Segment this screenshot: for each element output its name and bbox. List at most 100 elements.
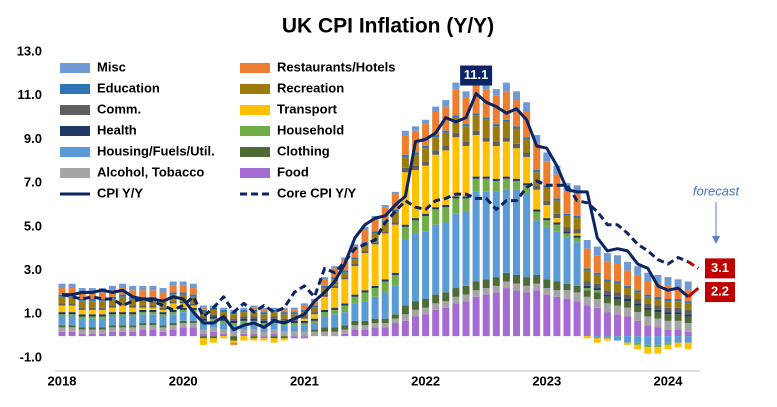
bar-segment	[179, 327, 187, 337]
bar-segment	[422, 161, 430, 166]
bar-segment	[189, 305, 197, 308]
bar-segment	[119, 305, 127, 313]
bar-segment	[341, 333, 349, 337]
labels: -1.0 1.0 3.0 5.0 7.0 9.0 11.0 13.0 2018 2020 2021 2…	[17, 43, 735, 388]
bar-segment	[78, 327, 86, 330]
bar-segment	[563, 226, 571, 232]
bar-segment	[654, 296, 662, 299]
bar-segment	[391, 318, 399, 324]
bar-segment	[159, 331, 167, 337]
bar-segment	[482, 141, 490, 177]
bar-segment	[109, 312, 116, 315]
bar-segment	[109, 314, 116, 317]
bar-segment	[119, 303, 127, 306]
bar-segment	[674, 301, 682, 308]
bar-segment	[169, 303, 177, 310]
forecast-label-box	[705, 258, 735, 279]
bar-segment	[129, 312, 137, 315]
bar-segment	[78, 292, 86, 299]
bar-segment	[432, 303, 440, 310]
bar-segment	[220, 333, 228, 337]
bar-segment	[351, 264, 359, 267]
bar-segment	[311, 318, 318, 321]
bar-segment	[533, 220, 541, 275]
bar-segment	[68, 305, 76, 313]
bar-segment	[432, 135, 440, 138]
bar-segment	[523, 111, 531, 138]
bar-segment	[290, 314, 298, 319]
bar-segment	[250, 305, 258, 308]
bar-segment	[280, 318, 288, 321]
bar-segment	[331, 285, 339, 289]
bar-segment	[351, 266, 359, 295]
bar-segment	[583, 248, 591, 269]
bar-segment	[58, 316, 66, 326]
bar-segment	[614, 298, 621, 306]
bar-segment	[422, 307, 430, 315]
bar-segment	[472, 178, 480, 192]
bar-segment	[300, 303, 308, 306]
bar-segment	[149, 323, 157, 326]
bar-segment	[351, 259, 359, 265]
bar-segment	[674, 307, 682, 313]
bar-segment	[412, 218, 419, 221]
bar-segment	[240, 320, 248, 324]
bar-segment	[492, 124, 500, 127]
bar-segment	[321, 285, 329, 289]
bar-segment	[401, 320, 409, 337]
bar-segment	[88, 329, 96, 334]
bar-segment	[422, 145, 430, 149]
bar-segment	[189, 312, 197, 321]
bar-segment	[361, 301, 369, 321]
legend-label: Housing/Fuels/Util.	[97, 143, 215, 158]
bar-segment	[614, 255, 621, 265]
bar-segment	[321, 316, 329, 328]
bar-segment	[452, 132, 460, 138]
bar-segment	[492, 180, 500, 192]
bar-segment	[351, 257, 359, 260]
bar-segment	[311, 329, 318, 332]
peak-label-box	[460, 65, 493, 86]
bar-segment	[583, 305, 591, 337]
bar-segment	[603, 294, 611, 297]
bar-segment	[129, 305, 137, 308]
bar-segment	[412, 170, 419, 219]
bar-segment	[412, 126, 419, 131]
bar-segment	[644, 336, 652, 345]
bar-segment	[472, 130, 480, 136]
bar-segment	[159, 314, 167, 317]
bar-segment	[119, 312, 127, 315]
bar-segment	[603, 296, 611, 304]
legend-label: Education	[97, 80, 160, 95]
bar-segment	[391, 274, 399, 286]
bar-segment	[109, 327, 116, 332]
bar-segment	[391, 209, 399, 212]
bar-segment	[502, 119, 510, 122]
bar-segment	[533, 172, 541, 186]
legend-label: Misc	[97, 59, 126, 74]
bar-segment	[573, 285, 581, 293]
bar-segment	[250, 307, 258, 310]
x-tick-label: 2024	[654, 373, 684, 388]
bar-segment	[68, 312, 76, 315]
bar-segment	[351, 303, 359, 321]
bar-segment	[412, 233, 419, 302]
bar-segment	[371, 242, 379, 245]
bar-segment	[391, 285, 399, 315]
bar-segment	[624, 298, 632, 302]
bar-segment	[280, 325, 288, 332]
bar-segment	[129, 307, 137, 313]
bar-segment	[68, 327, 76, 332]
bar-segment	[624, 342, 632, 345]
bar-segment	[523, 183, 531, 186]
bar-segment	[98, 301, 106, 308]
bar-segment	[603, 253, 611, 262]
bar-segment	[199, 316, 207, 319]
bar-segment	[68, 288, 76, 295]
bar-segment	[230, 336, 238, 341]
bar-segment	[220, 329, 228, 334]
bar-segment	[401, 172, 409, 225]
bar-segment	[391, 323, 399, 337]
bar-segment	[492, 89, 500, 96]
bar-segment	[624, 261, 632, 271]
